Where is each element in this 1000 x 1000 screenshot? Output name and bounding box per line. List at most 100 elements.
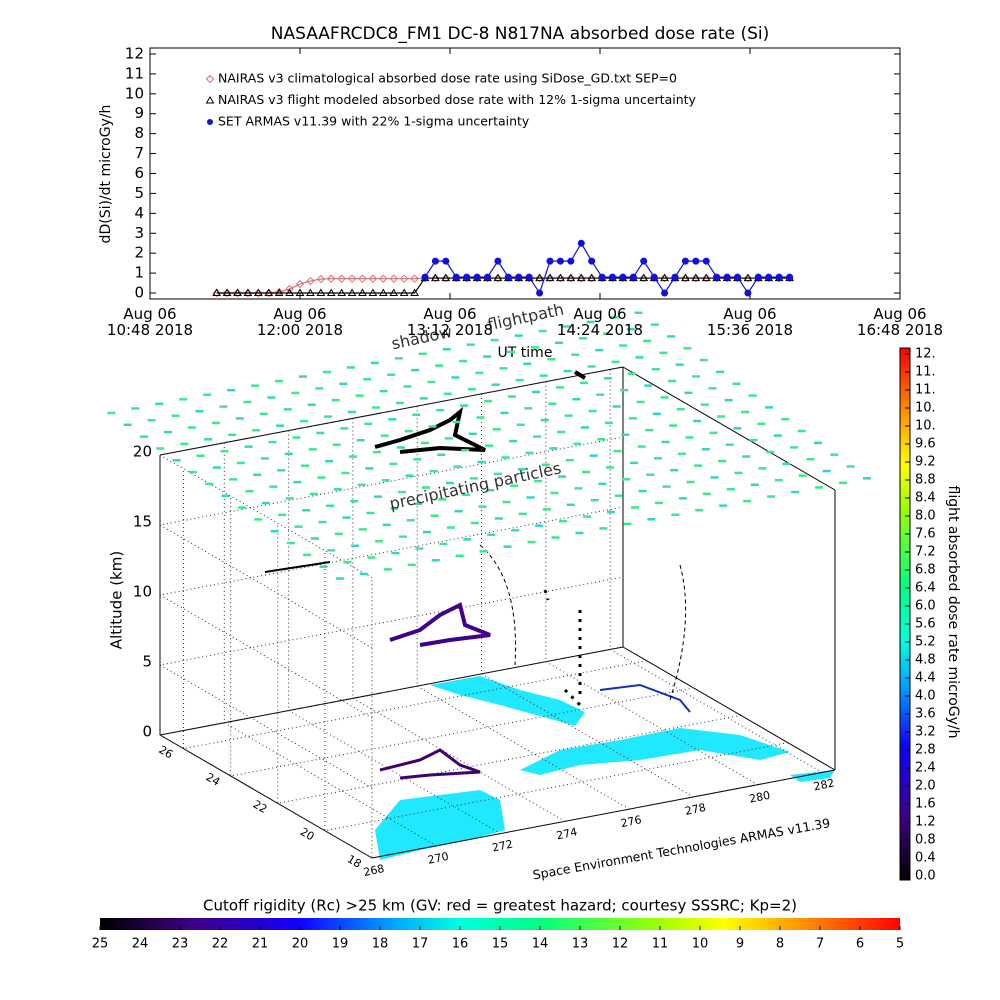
x-axis-label: UT time	[498, 345, 553, 361]
data-point	[264, 288, 273, 298]
colorbar-tick-label: 9.2	[915, 455, 936, 470]
data-point	[212, 288, 222, 297]
y-tick-label: 11	[125, 64, 144, 82]
legend-label: SET ARMAS v11.39 with 22% 1-sigma uncert…	[218, 114, 530, 129]
data-point	[692, 257, 700, 265]
data-point	[222, 288, 232, 298]
flight-path	[389, 602, 491, 647]
data-point	[243, 288, 253, 298]
colorbar	[899, 347, 911, 881]
x-tick-label: 272	[491, 838, 514, 855]
data-point	[316, 274, 326, 284]
plot-3d	[107, 311, 871, 860]
colorbar-tick-label: 6	[856, 937, 864, 952]
legend-marker	[205, 96, 215, 104]
data-point	[243, 288, 253, 297]
data-point	[536, 289, 544, 297]
colorbar-tick-label: 3.2	[915, 725, 936, 740]
legend-label: NAIRAS v3 climatological absorbed dose r…	[218, 71, 677, 86]
data-point	[399, 274, 409, 283]
colorbar-tick-label: 8	[776, 937, 784, 952]
colorbar-tick-label: 24	[132, 937, 149, 952]
data-point	[253, 288, 263, 297]
colorbar-tick-label: 11.	[915, 365, 936, 380]
data-point	[463, 273, 471, 281]
colorbar-tick-label: 18	[372, 937, 389, 952]
data-point	[577, 239, 585, 247]
grid-line	[609, 369, 823, 773]
x-tick-label: 278	[684, 801, 707, 818]
colorbar-tick-label: 6.8	[915, 563, 936, 578]
colorbar-tick-label: 2.8	[915, 743, 936, 758]
data-point	[619, 273, 627, 281]
data-point	[671, 273, 679, 281]
colorbar-tick-label: 12	[612, 937, 629, 952]
x-tick-label: Aug 06 14:24 2018	[556, 305, 644, 339]
colorbar-tick-label: 11.	[915, 383, 936, 398]
colorbar-tick-label: 8.0	[915, 509, 936, 524]
colorbar-tick-label: 4.8	[915, 653, 936, 668]
data-point	[744, 289, 752, 297]
colorbar-tick-label: 23	[172, 937, 189, 952]
data-point	[212, 288, 221, 298]
y-tick-label: 24	[204, 770, 223, 788]
data-point	[734, 273, 741, 281]
data-point	[389, 274, 398, 283]
x-tick-label: 274	[555, 825, 578, 842]
colorbar-tick-label: 10.	[915, 419, 936, 434]
legend-label: NAIRAS v3 flight modeled absorbed dose r…	[218, 92, 697, 107]
data-point	[535, 273, 544, 283]
credit: Space Environment Technologies ARMAS v11…	[532, 815, 832, 882]
data-point	[661, 289, 669, 297]
data-point	[347, 288, 357, 297]
grid-line	[159, 455, 373, 859]
colorbar-tick-label: 7.6	[915, 527, 936, 542]
colorbar-tick-label: 22	[212, 937, 229, 952]
legend-marker	[207, 119, 213, 125]
data-point	[368, 288, 378, 297]
data-point	[546, 257, 554, 265]
data-point	[691, 273, 701, 283]
data-point	[431, 273, 440, 283]
x-tick-label: Aug 06 12:00 2018	[256, 305, 344, 339]
colorbar-tick-label: 15	[492, 937, 509, 952]
data-point	[306, 276, 315, 286]
x-tick-label: 268	[362, 862, 385, 879]
colorbar-tick-label: 25	[92, 937, 109, 952]
data-point	[494, 257, 502, 265]
x-tick-label: Aug 06 16:48 2018	[856, 305, 944, 339]
y-tick-label: 1	[134, 264, 144, 282]
data-point	[515, 273, 523, 281]
legend-marker	[205, 74, 215, 84]
drop-line	[669, 564, 687, 701]
data-point	[723, 273, 731, 281]
colorbar-tick-label: 13	[572, 937, 589, 952]
data-point	[556, 273, 565, 282]
colorbar-tick-label: 1.2	[915, 815, 936, 830]
data-point	[545, 273, 555, 283]
flight-shadow	[374, 406, 486, 454]
data-point	[484, 273, 491, 281]
chart-title: NASAAFRCDC8_FM1 DC-8 N817NA absorbed dos…	[271, 24, 770, 44]
colorbar-tick-label: 6.4	[915, 581, 936, 596]
data-point	[254, 288, 263, 298]
land	[430, 676, 585, 726]
data-point	[640, 257, 648, 265]
data-point	[650, 273, 658, 281]
colorbar-label: flight absorbed dose rate microGy/h	[945, 486, 961, 739]
y-tick-label: 9	[134, 104, 144, 122]
data-point	[379, 274, 388, 283]
colorbar-tick-label: 1.6	[915, 797, 936, 812]
data-point	[598, 273, 606, 281]
x-tick-label: 280	[748, 789, 771, 806]
plot-frame	[149, 47, 901, 300]
data-point	[775, 273, 783, 281]
data-point	[660, 273, 669, 283]
box-edge	[622, 646, 836, 771]
data-point	[765, 273, 773, 281]
y-tick-label: 0	[134, 284, 144, 302]
data-point	[587, 273, 597, 282]
data-point	[295, 288, 305, 297]
y-tick-label: 2	[134, 244, 144, 262]
